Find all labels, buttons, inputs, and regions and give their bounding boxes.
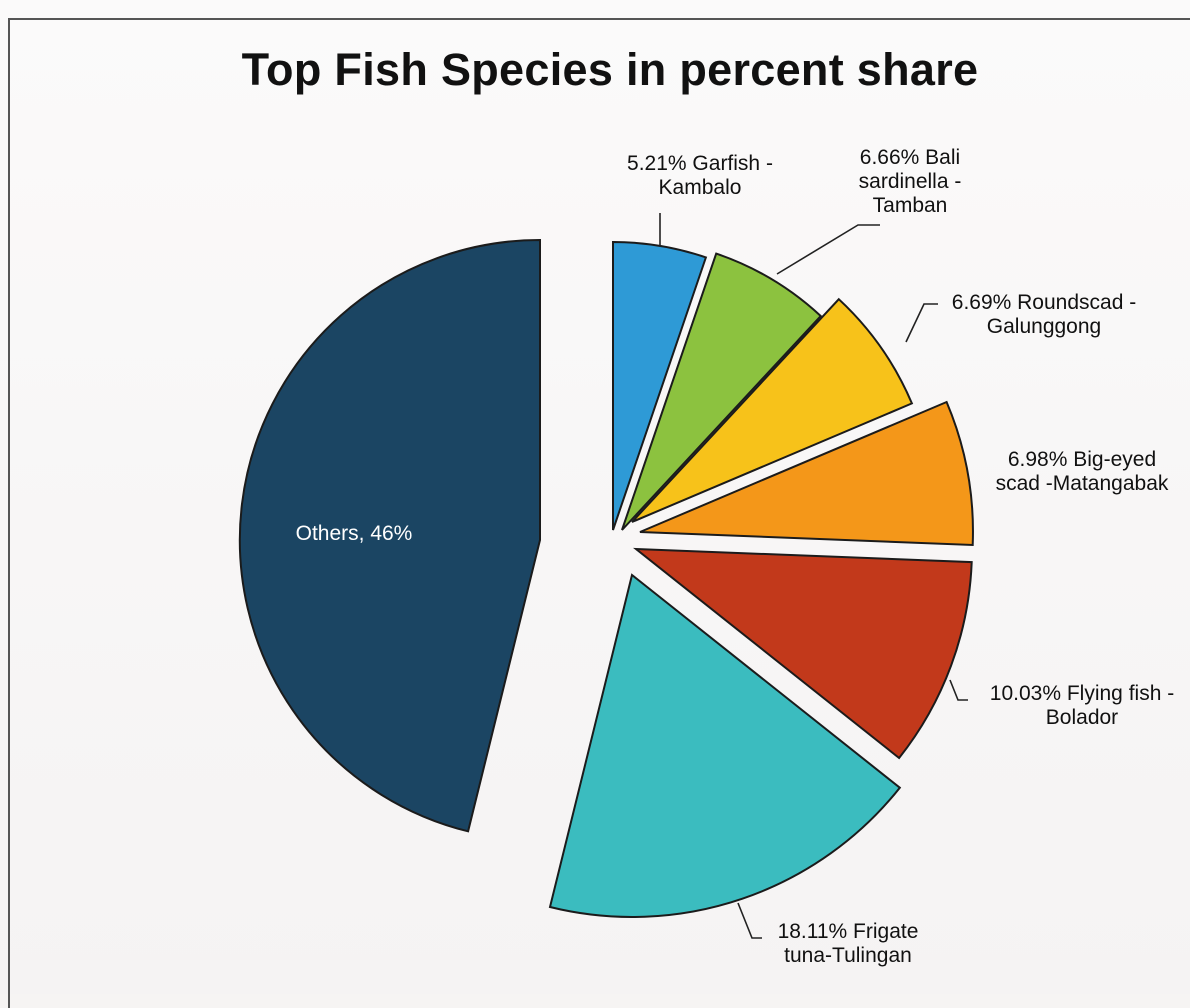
leader-line-frigate-tuna-tulingan: [737, 902, 762, 939]
pie-slice-others: [238, 238, 541, 833]
pie-slice-big-eyed-scad-matangabak: [639, 400, 974, 547]
slice-label-others: Others, 46%: [296, 522, 413, 545]
pie-slice-roundscad-galunggong: [631, 297, 914, 523]
pie-slice-frigate-tuna-tulingan: [548, 573, 902, 918]
chart-title: Top Fish Species in percent share: [241, 44, 979, 95]
pie-slice-bali-sardinella-tamban: [621, 252, 823, 531]
slice-label-garfish-kambalo: 5.21% Garfish -Kambalo: [627, 152, 773, 199]
leader-line-bali-sardinella-tamban: [776, 224, 880, 275]
slice-label-bali-sardinella-tamban: 6.66% Bali sardinella -Tamban: [859, 146, 962, 217]
leader-line-roundscad-galunggong: [905, 303, 938, 343]
frame-border-top: [8, 18, 1190, 20]
slice-label-frigate-tuna-tulingan: 18.11% Frigate tuna-Tulingan: [778, 920, 919, 967]
slice-label-big-eyed-scad-matangabak: 6.98% Big-eyed scad -Matangabak: [996, 448, 1169, 495]
frame-border-left: [8, 18, 10, 1008]
slice-label-roundscad-galunggong: 6.69% Roundscad -Galunggong: [952, 291, 1136, 338]
slice-label-flying-fish-bolador: 10.03% Flying fish -Bolador: [990, 682, 1174, 729]
leader-line-flying-fish-bolador: [949, 679, 968, 701]
pie-slice-flying-fish-bolador: [632, 547, 973, 760]
